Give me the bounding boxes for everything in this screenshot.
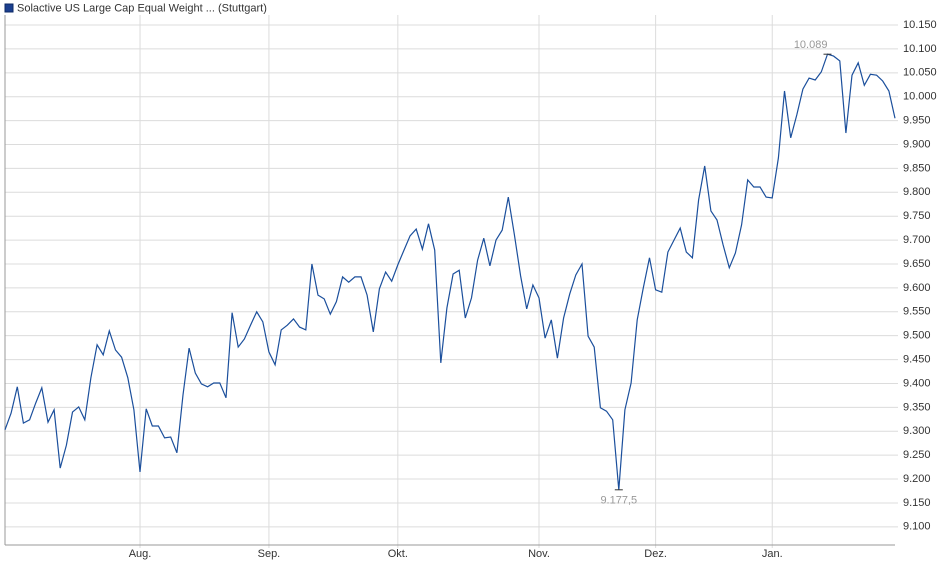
x-tick-label: Dez. [644, 548, 667, 560]
x-tick-label: Nov. [528, 548, 550, 560]
y-tick-label: 9.150 [903, 497, 931, 509]
y-tick-label: 10.000 [903, 91, 937, 103]
x-tick-label: Sep. [258, 548, 281, 560]
y-tick-label: 9.950 [903, 115, 931, 127]
x-tick-label: Jan. [762, 548, 783, 560]
y-tick-label: 9.850 [903, 162, 931, 174]
y-tick-label: 10.050 [903, 67, 937, 79]
x-tick-label: Aug. [129, 548, 152, 560]
y-tick-label: 10.100 [903, 43, 937, 55]
y-tick-label: 9.900 [903, 138, 931, 150]
y-tick-label: 9.650 [903, 258, 931, 270]
price-line [4, 53, 896, 490]
y-tick-label: 9.700 [903, 234, 931, 246]
y-tick-label: 9.250 [903, 449, 931, 461]
min-label: 9.177,5 [600, 495, 637, 507]
y-tick-label: 9.600 [903, 282, 931, 294]
y-tick-label: 9.750 [903, 210, 931, 222]
y-tick-label: 9.350 [903, 401, 931, 413]
y-tick-label: 10.150 [903, 19, 937, 31]
y-tick-label: 9.200 [903, 473, 931, 485]
x-tick-label: Okt. [388, 548, 408, 560]
max-label: 10.089 [794, 39, 828, 51]
y-tick-label: 9.800 [903, 186, 931, 198]
y-tick-label: 9.550 [903, 306, 931, 318]
y-tick-label: 9.450 [903, 353, 931, 365]
legend-label: Solactive US Large Cap Equal Weight ... … [17, 2, 267, 14]
legend-swatch [4, 3, 14, 13]
y-tick-label: 9.100 [903, 521, 931, 533]
y-tick-label: 9.400 [903, 377, 931, 389]
y-tick-label: 9.300 [903, 425, 931, 437]
y-tick-label: 9.500 [903, 330, 931, 342]
